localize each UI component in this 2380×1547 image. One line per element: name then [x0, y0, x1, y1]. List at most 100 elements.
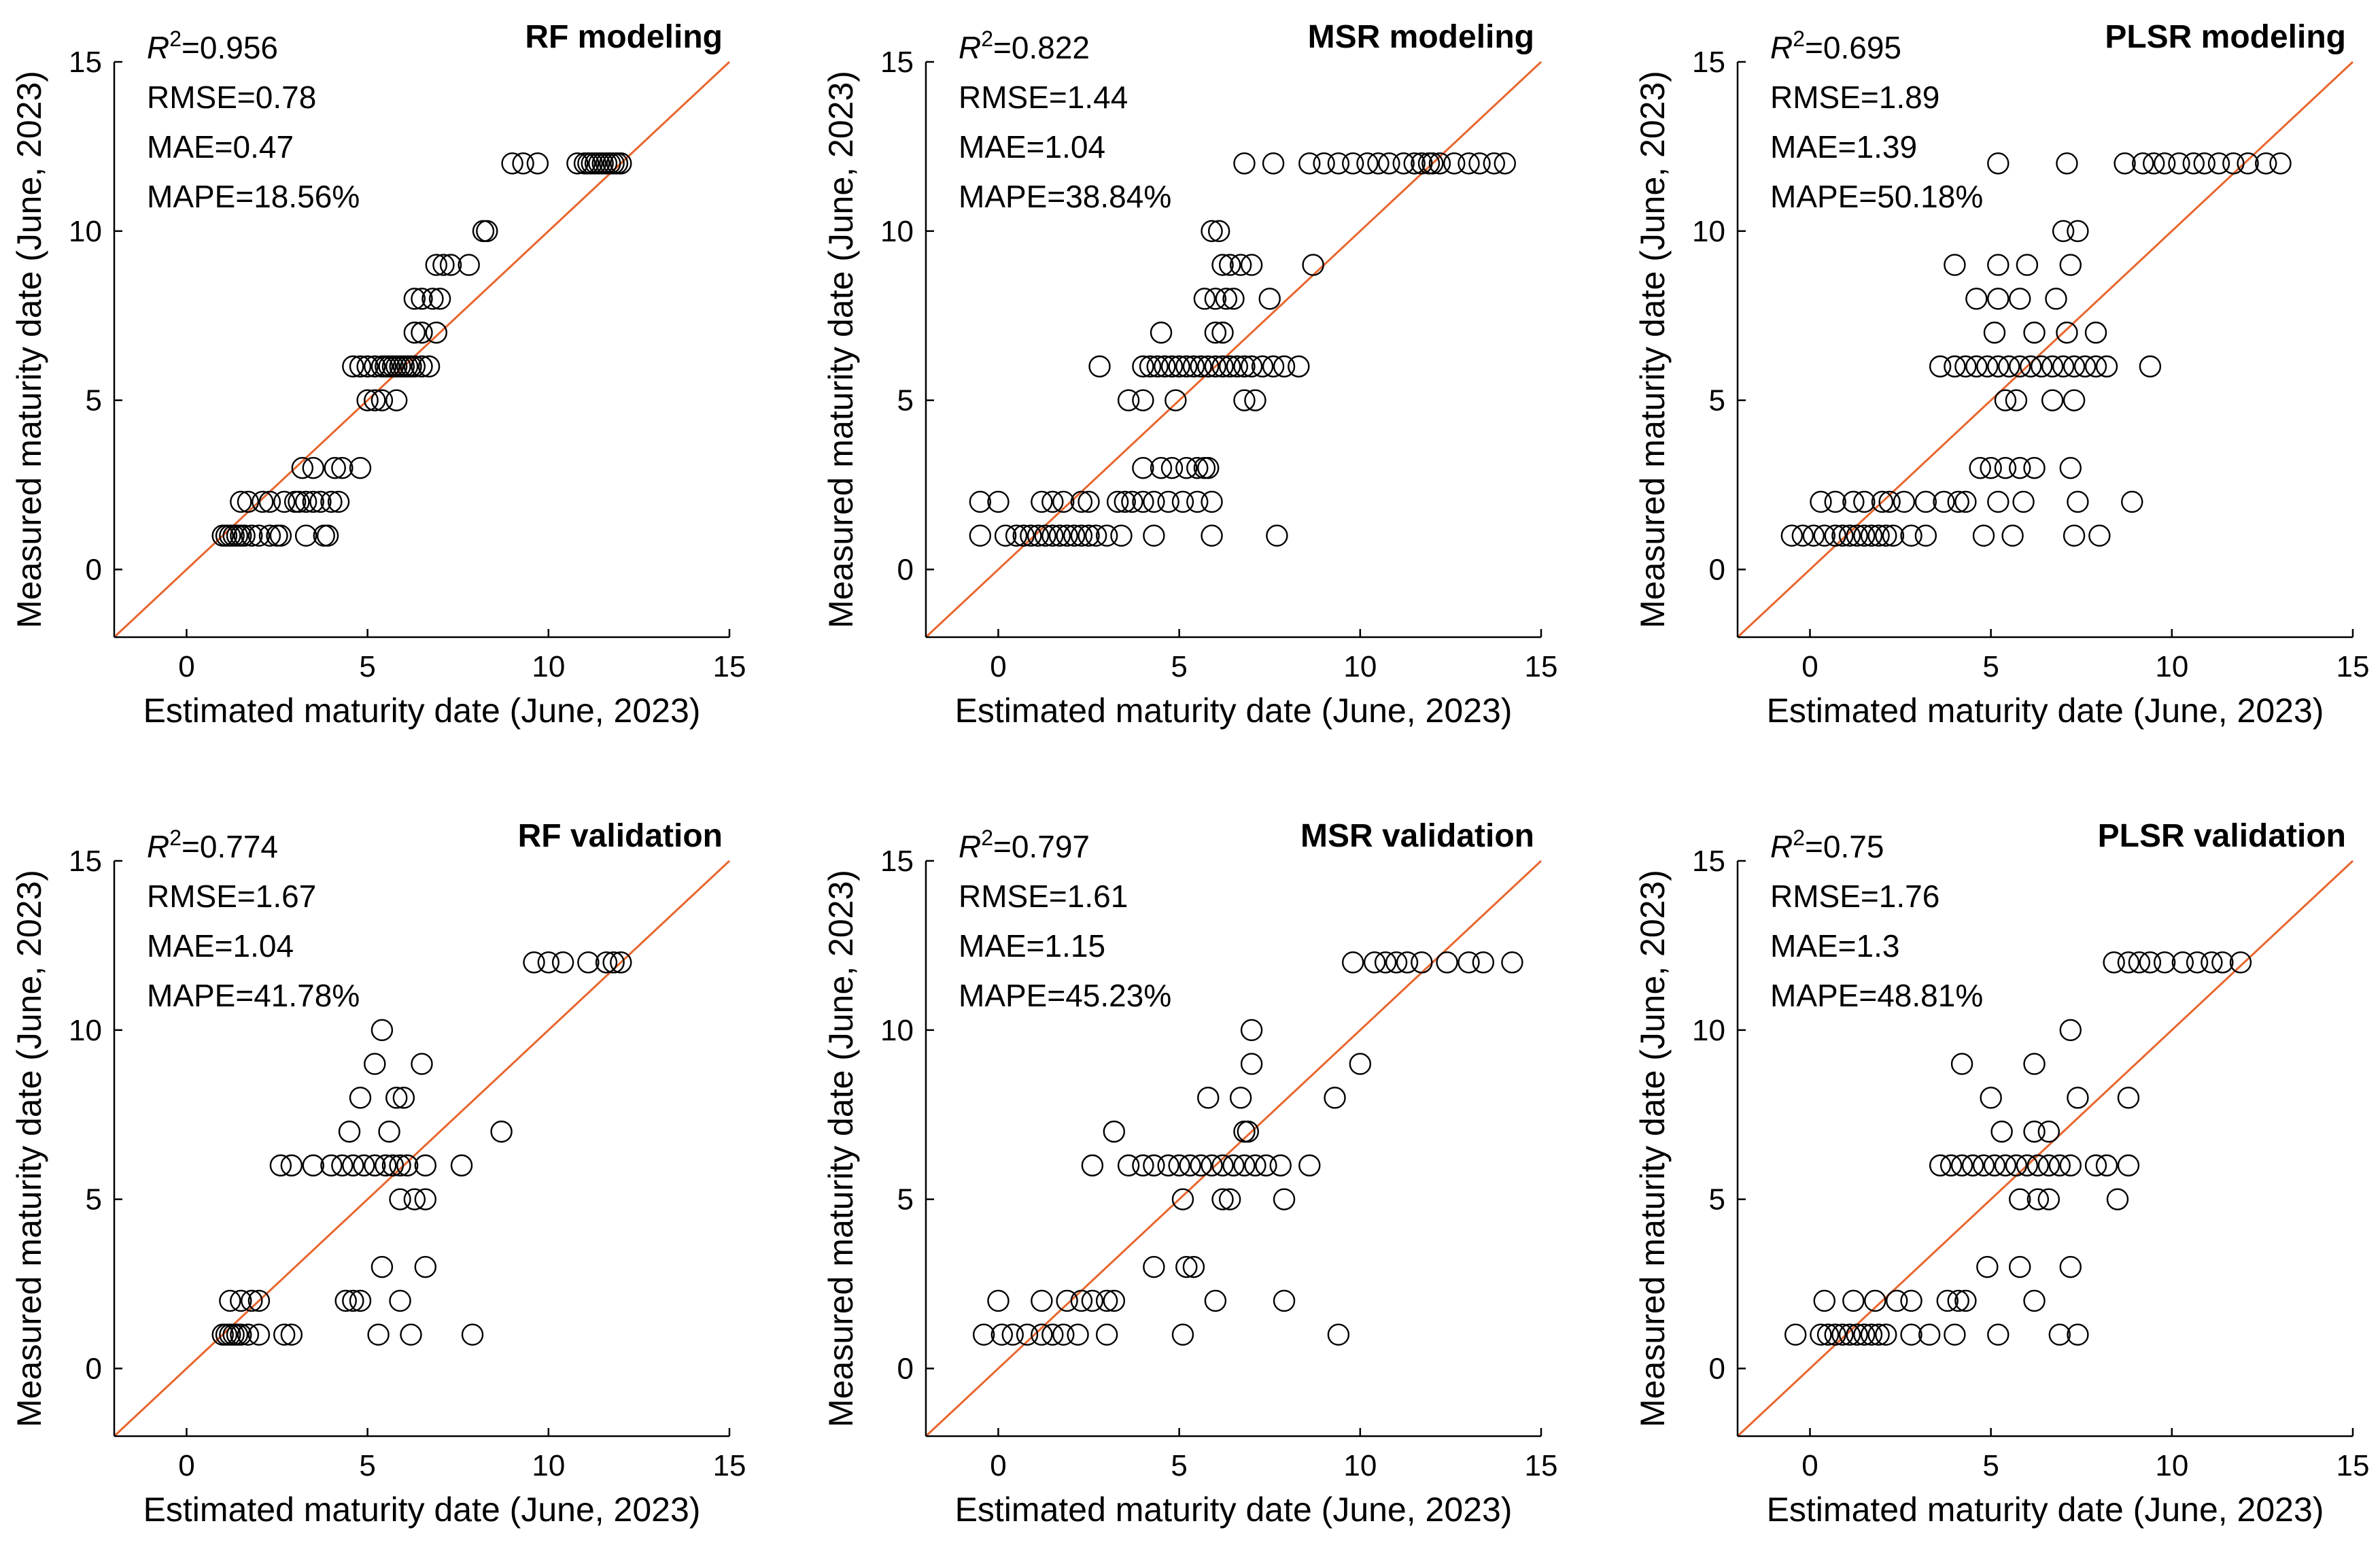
one-to-one-line	[925, 61, 1542, 639]
data-point	[320, 1154, 343, 1177]
data-point	[381, 1154, 404, 1177]
mae-stat: MAE=1.04	[959, 129, 1105, 165]
one-to-one-line	[113, 61, 731, 639]
data-point	[411, 1053, 433, 1075]
data-point	[237, 1323, 260, 1346]
data-point	[403, 321, 426, 344]
data-point	[1976, 355, 1999, 378]
data-point	[280, 1154, 303, 1177]
r2-stat: R2=0.797	[959, 826, 1090, 864]
data-point	[2009, 1255, 2031, 1278]
data-point	[1378, 152, 1400, 175]
x-tick-label: 15	[2336, 650, 2370, 683]
data-point	[1914, 524, 1937, 547]
data-point	[1143, 524, 1165, 547]
data-point	[1349, 1053, 1372, 1075]
panel-title: MSR validation	[1300, 818, 1534, 854]
data-point	[2222, 152, 2245, 175]
data-point	[1824, 1323, 1846, 1346]
data-point	[1987, 490, 2010, 513]
data-point	[1472, 951, 1495, 974]
data-point	[537, 951, 560, 974]
data-point	[2037, 1154, 2060, 1177]
mape-stat: MAPE=38.84%	[959, 179, 1171, 214]
data-point	[2009, 355, 2031, 378]
rmse-stat: RMSE=1.76	[1770, 879, 1939, 914]
data-point	[2048, 1154, 2071, 1177]
data-point	[1031, 490, 1053, 513]
data-point	[1288, 355, 1310, 378]
x-tick-label: 0	[990, 650, 1006, 683]
data-point	[1411, 152, 1433, 175]
y-tick-label: 10	[1692, 1014, 1725, 1047]
data-point	[2012, 490, 2035, 513]
data-point	[2052, 355, 2075, 378]
data-point	[1132, 456, 1154, 479]
data-point	[364, 1154, 386, 1177]
data-point	[2023, 1053, 2046, 1075]
x-tick-label: 15	[713, 650, 746, 683]
data-point	[338, 1120, 361, 1143]
data-point	[1947, 1289, 1969, 1312]
data-point	[1824, 490, 1846, 513]
x-tick-label: 10	[532, 1449, 565, 1482]
data-point	[2067, 1087, 2089, 1109]
data-point	[1458, 152, 1480, 175]
data-point	[1132, 490, 1154, 513]
data-point	[230, 490, 252, 513]
data-point	[2059, 1255, 2082, 1278]
x-tick-label: 5	[359, 650, 375, 683]
data-point	[2117, 1087, 2140, 1109]
data-point	[364, 1053, 386, 1075]
data-point	[1273, 1289, 1296, 1312]
data-point	[2182, 152, 2205, 175]
panel-msr-validation: 0 5 10 15 0 5 10 15 Estimated maturity date (Jun…	[822, 818, 1557, 1529]
data-point	[551, 951, 574, 974]
data-point	[1132, 389, 1154, 411]
data-point	[414, 1154, 437, 1177]
data-point	[237, 490, 260, 513]
data-point	[288, 490, 310, 513]
y-tick-label: 0	[897, 553, 914, 586]
data-point	[2207, 152, 2230, 175]
x-tick-label: 0	[178, 1449, 194, 1482]
data-point	[1954, 355, 1977, 378]
data-point	[1193, 288, 1216, 310]
r2-stat: R2=0.956	[147, 27, 278, 65]
data-point	[1139, 355, 1162, 378]
data-point	[291, 456, 314, 479]
data-point	[1443, 152, 1466, 175]
data-point	[1020, 524, 1042, 547]
y-tick-label: 10	[69, 215, 102, 248]
data-point	[1048, 524, 1071, 547]
data-point	[1875, 524, 1897, 547]
data-point	[1860, 1323, 1883, 1346]
data-point	[2009, 288, 2031, 310]
data-point	[1784, 1323, 1807, 1346]
data-point	[1251, 355, 1274, 378]
x-tick-label: 0	[990, 1449, 1006, 1482]
data-point	[280, 1323, 303, 1346]
data-point	[526, 152, 549, 175]
data-point	[247, 1289, 271, 1312]
x-tick-label: 10	[1343, 1449, 1377, 1482]
data-point	[294, 490, 317, 513]
y-tick-label: 15	[880, 845, 914, 878]
data-point	[1483, 152, 1505, 175]
r2-stat: R2=0.695	[1770, 27, 1901, 65]
data-point	[320, 490, 343, 513]
data-point	[403, 1188, 426, 1210]
data-point	[987, 490, 1010, 513]
data-point	[1056, 524, 1078, 547]
data-point	[1197, 456, 1220, 479]
data-point	[1860, 524, 1883, 547]
data-point	[389, 1289, 411, 1312]
data-point	[1229, 1087, 1252, 1109]
y-axis-label: Measured maturity date (June, 2023)	[822, 71, 860, 628]
data-point	[1954, 490, 1977, 513]
data-point	[1208, 220, 1230, 243]
data-point	[1150, 456, 1173, 479]
data-point	[1222, 1154, 1245, 1177]
data-point	[269, 1154, 292, 1177]
data-point	[1327, 152, 1350, 175]
